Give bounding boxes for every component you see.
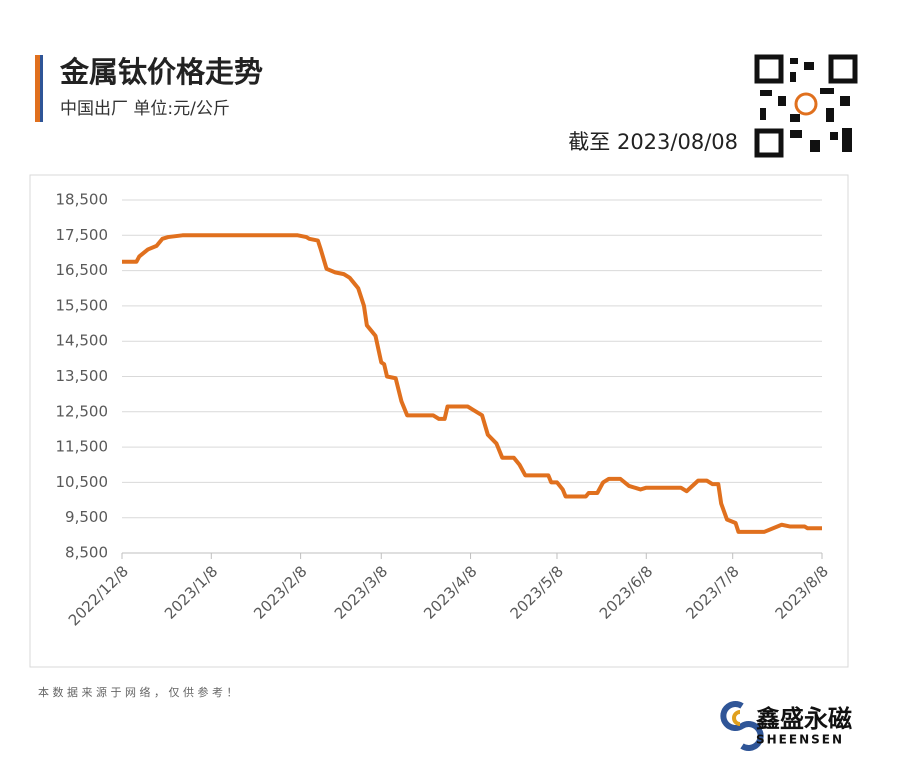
y-tick-label: 13,500 xyxy=(56,367,109,385)
y-tick-label: 17,500 xyxy=(56,226,109,244)
brand: 鑫盛永磁 xyxy=(756,705,852,733)
accent-bar xyxy=(35,55,40,122)
y-tick-label: 15,500 xyxy=(56,296,109,314)
chart-frame xyxy=(29,174,849,668)
y-tick-label: 11,500 xyxy=(56,438,109,456)
title: 金属钛价格走势 xyxy=(59,55,263,89)
y-tick-label: 16,500 xyxy=(56,261,109,279)
subtitle: 中国出厂 单位:元/公斤 xyxy=(60,99,230,119)
y-tick-label: 10,500 xyxy=(56,473,109,491)
y-tick-label: 18,500 xyxy=(56,191,109,209)
x-tick-label: 2023/7/8 xyxy=(682,562,742,622)
y-tick-label: 12,500 xyxy=(56,402,109,420)
plot: 8,500 9,500 10,500 11,500 12,500 13,500 14,500… xyxy=(56,191,833,630)
x-tick-label: 2023/1/8 xyxy=(161,562,221,622)
y-tick-label: 14,500 xyxy=(56,332,109,350)
footnote: 本 数 据 来 源 于 网 络 ， 仅 供 参 考 ！ xyxy=(38,685,237,699)
x-tick-label: 2023/3/8 xyxy=(331,562,391,622)
y-tick-label: 8,500 xyxy=(65,544,108,562)
as-of: 截至 2023/08/08 xyxy=(568,130,738,154)
x-tick-label: 2022/12/8 xyxy=(65,562,132,629)
qr-code xyxy=(754,54,858,158)
x-tick-label: 2023/2/8 xyxy=(250,562,310,622)
x-tick-label: 2023/5/8 xyxy=(507,562,567,622)
x-tick-label: 2023/4/8 xyxy=(420,562,480,622)
y-tick-label: 9,500 xyxy=(65,508,108,526)
accent-bar xyxy=(40,55,43,122)
brand-logo xyxy=(720,701,764,751)
line xyxy=(122,233,822,534)
x-tick-label: 2023/6/8 xyxy=(596,562,656,622)
brand-en: SHEENSEN xyxy=(756,733,844,747)
x-tick-label: 2023/8/8 xyxy=(772,562,832,622)
